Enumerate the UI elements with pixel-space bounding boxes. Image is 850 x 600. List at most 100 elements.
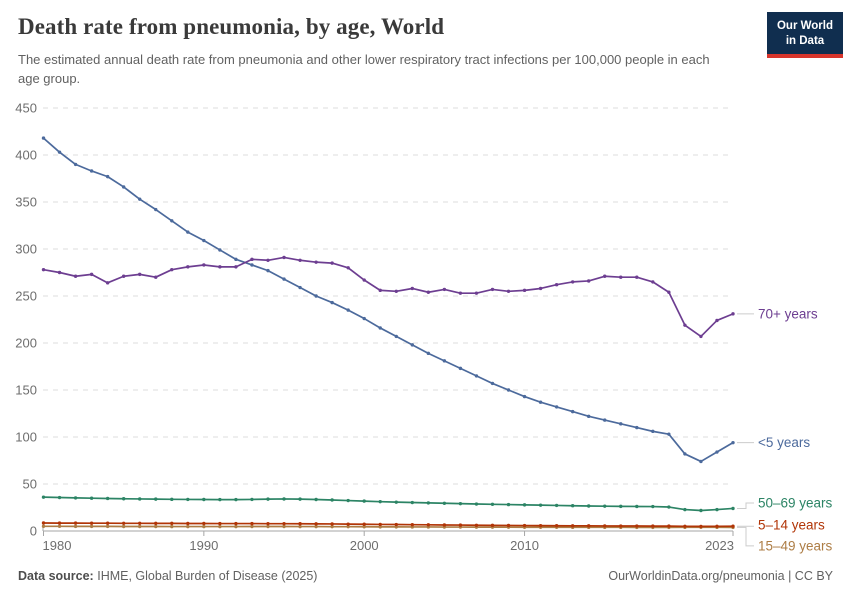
series-line-15-49-years bbox=[42, 525, 734, 529]
data-point bbox=[89, 496, 94, 500]
data-point bbox=[458, 291, 463, 295]
data-point bbox=[378, 499, 382, 504]
series-end-label-15-49-years: 15–49 years bbox=[758, 538, 833, 553]
data-point bbox=[57, 150, 62, 154]
data-point bbox=[218, 248, 222, 252]
data-point bbox=[394, 522, 398, 527]
data-point bbox=[282, 497, 286, 501]
data-point bbox=[410, 286, 415, 291]
data-point bbox=[218, 497, 222, 502]
data-point bbox=[202, 497, 206, 502]
data-point bbox=[202, 263, 206, 267]
y-tick-label: 0 bbox=[30, 524, 37, 539]
footer: Data source: IHME, Global Burden of Dise… bbox=[18, 569, 833, 583]
y-tick-label: 50 bbox=[23, 477, 37, 492]
data-point bbox=[121, 274, 126, 278]
data-point bbox=[314, 497, 318, 502]
data-point bbox=[73, 521, 78, 525]
owid-link[interactable]: OurWorldinData.org/pneumonia | CC BY bbox=[608, 569, 833, 583]
data-point bbox=[410, 523, 415, 527]
data-point bbox=[186, 230, 190, 234]
series-line-5-14-years bbox=[42, 522, 734, 528]
data-source-text: IHME, Global Burden of Disease (2025) bbox=[97, 569, 318, 583]
data-point bbox=[394, 500, 398, 504]
data-point bbox=[474, 502, 479, 506]
data-point bbox=[41, 495, 46, 499]
data-point bbox=[538, 503, 543, 507]
data-point bbox=[314, 522, 318, 526]
data-point bbox=[458, 366, 463, 371]
data-point bbox=[218, 521, 222, 526]
data-point bbox=[715, 507, 719, 512]
data-point bbox=[586, 524, 591, 528]
data-point bbox=[121, 521, 126, 525]
data-point bbox=[170, 524, 174, 529]
x-tick-label: 2000 bbox=[350, 538, 379, 553]
data-point bbox=[105, 174, 110, 179]
data-point bbox=[474, 374, 479, 378]
data-point bbox=[362, 525, 366, 529]
data-point bbox=[731, 312, 735, 316]
data-point bbox=[619, 422, 623, 426]
data-point bbox=[699, 334, 703, 339]
data-point bbox=[57, 495, 62, 500]
y-tick-label: 200 bbox=[15, 336, 37, 351]
data-point bbox=[667, 432, 671, 436]
data-point bbox=[554, 405, 559, 409]
label-connector bbox=[737, 502, 754, 509]
data-point bbox=[41, 524, 46, 528]
data-point bbox=[154, 521, 158, 526]
data-point bbox=[346, 524, 350, 529]
data-point bbox=[298, 285, 302, 290]
data-point bbox=[346, 308, 350, 312]
data-point bbox=[266, 521, 270, 526]
data-source-note: Data source: IHME, Global Burden of Dise… bbox=[18, 569, 317, 583]
data-point bbox=[715, 318, 719, 323]
series-line-70-years bbox=[42, 256, 734, 338]
data-point bbox=[41, 136, 46, 140]
data-point bbox=[506, 523, 511, 528]
data-point bbox=[298, 522, 302, 526]
data-point bbox=[651, 524, 655, 528]
data-point bbox=[170, 497, 174, 502]
data-point bbox=[89, 272, 94, 277]
data-point bbox=[154, 497, 158, 501]
data-point bbox=[282, 255, 286, 260]
data-point bbox=[458, 523, 463, 527]
owid-logo-line1: Our World bbox=[776, 20, 833, 32]
data-point bbox=[699, 459, 703, 464]
data-point bbox=[186, 265, 190, 269]
data-point bbox=[442, 523, 447, 527]
data-point bbox=[715, 450, 719, 454]
data-point bbox=[57, 270, 62, 275]
data-point bbox=[474, 523, 479, 527]
data-point bbox=[683, 323, 687, 327]
data-point bbox=[57, 524, 62, 528]
data-point bbox=[298, 497, 302, 501]
data-point bbox=[234, 257, 238, 262]
data-point bbox=[731, 524, 735, 528]
data-point bbox=[154, 524, 158, 529]
data-point bbox=[250, 497, 254, 502]
data-point bbox=[683, 452, 687, 456]
data-point bbox=[394, 334, 398, 339]
data-point bbox=[619, 504, 623, 509]
data-point bbox=[170, 267, 174, 272]
data-point bbox=[73, 524, 78, 529]
data-point bbox=[250, 263, 254, 267]
data-point bbox=[506, 388, 511, 392]
data-point bbox=[202, 238, 206, 243]
data-point bbox=[635, 275, 639, 279]
data-point bbox=[266, 268, 270, 273]
data-point bbox=[635, 425, 639, 430]
data-point bbox=[394, 289, 398, 293]
data-point bbox=[586, 279, 591, 283]
data-point bbox=[105, 521, 110, 525]
y-tick-label: 150 bbox=[15, 383, 37, 398]
data-point bbox=[490, 523, 495, 528]
data-point bbox=[378, 326, 382, 330]
y-tick-label: 100 bbox=[15, 430, 37, 445]
data-point bbox=[298, 258, 302, 262]
data-point bbox=[651, 280, 655, 284]
series-end-label-50-69-years: 50–69 years bbox=[758, 495, 833, 510]
